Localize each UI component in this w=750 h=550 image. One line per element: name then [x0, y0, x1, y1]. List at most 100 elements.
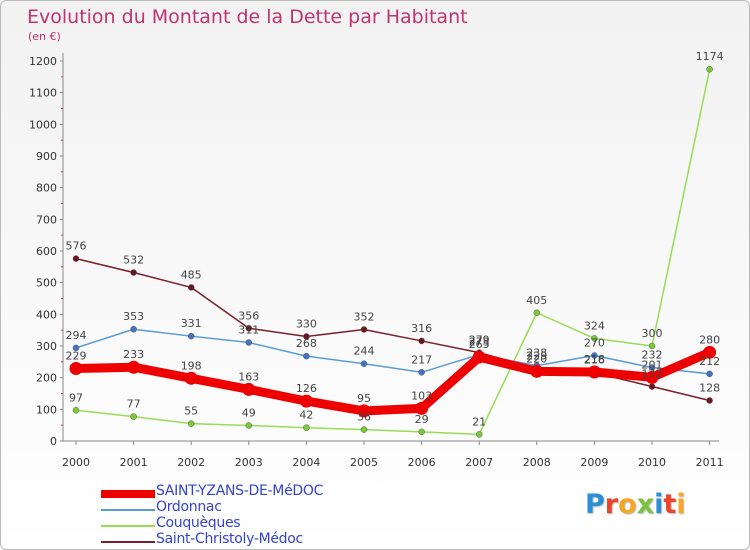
proxiti-logo: Proxiti — [585, 489, 686, 520]
data-label: 280 — [699, 333, 720, 346]
y-tick-label: 1000 — [29, 118, 57, 131]
y-tick-label: 700 — [36, 213, 57, 226]
series-line-3 — [75, 257, 711, 402]
series-line-1 — [75, 328, 711, 375]
data-point — [130, 325, 137, 333]
data-label: 244 — [354, 345, 375, 358]
data-point — [648, 383, 656, 390]
data-point — [130, 413, 137, 420]
data-label: 294 — [66, 329, 87, 342]
y-axis: 0 100 200 300 400 500 600 700 800 900 1000 1100 1200 — [29, 53, 64, 448]
data-label: 405 — [526, 294, 547, 307]
logo-letter: i — [654, 489, 664, 520]
x-tick-label: 2005 — [350, 456, 378, 469]
data-label: 217 — [411, 353, 432, 366]
data-label: 273 — [469, 336, 490, 349]
data-point — [72, 344, 80, 352]
data-point — [360, 426, 368, 433]
data-label: 216 — [584, 354, 605, 367]
data-label: 233 — [123, 348, 144, 361]
legend-label-saint-christoly: Saint-Christoly-Médoc — [156, 531, 303, 547]
data-point — [360, 360, 368, 367]
data-point — [703, 345, 717, 359]
data-point — [472, 350, 486, 364]
legend-item-saint-christoly: Saint-Christoly-Médoc — [101, 531, 461, 549]
data-label: 29 — [415, 413, 429, 426]
legend-item-saint-yzans: SAINT-YZANS-DE-MéDOC — [101, 483, 461, 501]
data-point — [475, 431, 483, 438]
data-point — [245, 325, 253, 332]
data-label: 103 — [411, 389, 432, 402]
data-label: 353 — [123, 310, 144, 323]
legend-label-couqueques: Couquèques — [156, 515, 241, 531]
data-label: 1174 — [696, 50, 724, 63]
series-line-2 — [75, 68, 711, 436]
legend-label-ordonnac: Ordonnac — [156, 499, 222, 515]
data-point — [245, 339, 253, 346]
data-label: 232 — [642, 349, 663, 362]
data-label: 163 — [238, 370, 259, 383]
data-label: 126 — [296, 382, 317, 395]
data-point — [184, 371, 198, 385]
series-points — [69, 65, 717, 438]
legend: SAINT-YZANS-DE-MéDOC Ordonnac Couquèques… — [101, 483, 461, 549]
y-tick-label: 200 — [36, 372, 57, 385]
data-label: 172 — [642, 368, 663, 381]
legend-swatch-ordonnac — [101, 509, 155, 511]
legend-item-couqueques: Couquèques — [101, 515, 461, 533]
data-point — [130, 269, 137, 276]
x-tick-label: 2009 — [580, 456, 608, 469]
data-point — [591, 352, 598, 359]
data-label: 42 — [299, 409, 313, 422]
data-label: 265 — [469, 338, 490, 351]
data-label: 238 — [526, 347, 547, 360]
y-tick-label: 100 — [36, 403, 57, 416]
data-label: 311 — [238, 324, 259, 337]
data-label: 270 — [584, 337, 605, 350]
x-tick-label: 2006 — [408, 456, 436, 469]
x-tick-label: 2001 — [120, 456, 148, 469]
data-label: 331 — [181, 317, 202, 330]
data-label: 229 — [526, 349, 547, 362]
data-point — [299, 394, 313, 408]
data-label: 218 — [584, 353, 605, 366]
y-tick-label: 1100 — [29, 87, 57, 100]
data-label: 128 — [699, 381, 720, 394]
data-point — [303, 352, 310, 360]
data-point — [187, 420, 195, 427]
y-tick-label: 500 — [36, 277, 57, 290]
data-label: 212 — [699, 355, 720, 368]
data-label: 55 — [184, 405, 198, 418]
data-labels: 229 233 198 163 126 95 103 265 220 218 201 280 294 35… — [66, 50, 724, 428]
y-tick-label: 0 — [50, 435, 57, 448]
legend-item-ordonnac: Ordonnac — [101, 499, 461, 517]
data-point — [69, 361, 83, 375]
data-label: 485 — [181, 268, 202, 281]
data-point — [418, 428, 425, 436]
data-point — [303, 424, 310, 431]
data-label: 300 — [642, 327, 663, 340]
data-point — [706, 397, 713, 404]
data-point — [418, 369, 425, 376]
logo-letter: o — [618, 489, 637, 520]
data-label: 532 — [123, 254, 144, 267]
data-label: 356 — [238, 309, 259, 322]
x-tick-label: 2000 — [62, 456, 90, 469]
x-tick-label: 2007 — [465, 456, 493, 469]
x-tick-label: 2008 — [523, 456, 551, 469]
data-label: 21 — [472, 415, 486, 428]
data-label: 316 — [411, 322, 432, 335]
series-lines — [71, 68, 715, 436]
data-point — [706, 370, 713, 378]
legend-label-saint-yzans: SAINT-YZANS-DE-MéDOC — [156, 483, 324, 499]
x-tick-label: 2003 — [235, 456, 263, 469]
data-point — [533, 309, 541, 316]
x-tick-label: 2011 — [696, 456, 724, 469]
data-label: 576 — [66, 240, 87, 253]
data-point — [72, 407, 80, 414]
data-label: 49 — [242, 406, 256, 419]
legend-swatch-saint-christoly — [101, 541, 155, 543]
data-label: 279 — [469, 334, 490, 347]
data-point — [418, 337, 425, 345]
logo-letter: x — [636, 489, 655, 520]
